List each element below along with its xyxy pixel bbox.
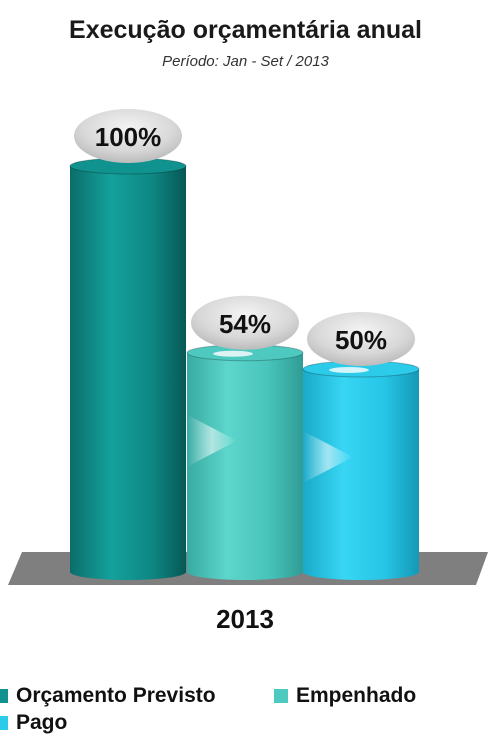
bar-top-gloss	[329, 367, 369, 373]
legend-label: Orçamento Previsto	[16, 684, 216, 707]
data-label-bubble	[74, 109, 182, 163]
legend-swatch	[0, 689, 8, 703]
legend-label: Pago	[16, 711, 68, 734]
bar-chart: 100% 54% 50% 2013	[8, 109, 488, 634]
legend-swatch	[274, 689, 288, 703]
legend-item-pago: Pago	[0, 711, 67, 735]
chart-title: Execução orçamentária anual	[69, 16, 422, 44]
bar-body	[303, 369, 419, 580]
bar-side-gloss	[187, 414, 237, 467]
data-label: 100%	[95, 122, 162, 152]
category-label: 2013	[216, 604, 274, 634]
legend-label: Empenhado	[296, 684, 417, 707]
data-label-bubble	[307, 312, 415, 366]
bar-side-gloss	[303, 431, 353, 483]
bar-2: 54%	[186, 295, 304, 580]
data-label-bubble	[191, 295, 299, 350]
bar-3: 50%	[302, 312, 420, 580]
data-label: 50%	[335, 325, 387, 355]
legend-item-orcamento-previsto: Orçamento Previsto	[0, 684, 216, 708]
chart-subtitle: Período: Jan - Set / 2013	[162, 53, 329, 70]
bar-1: 100%	[69, 109, 187, 580]
bar-body	[70, 166, 186, 580]
bar-body	[187, 352, 303, 580]
bars-group: 100% 54% 50%	[69, 109, 420, 580]
legend-item-empenhado: Empenhado	[274, 684, 416, 708]
bar-top-gloss	[213, 350, 253, 357]
legend-swatch	[0, 716, 8, 730]
data-label: 54%	[219, 309, 271, 339]
